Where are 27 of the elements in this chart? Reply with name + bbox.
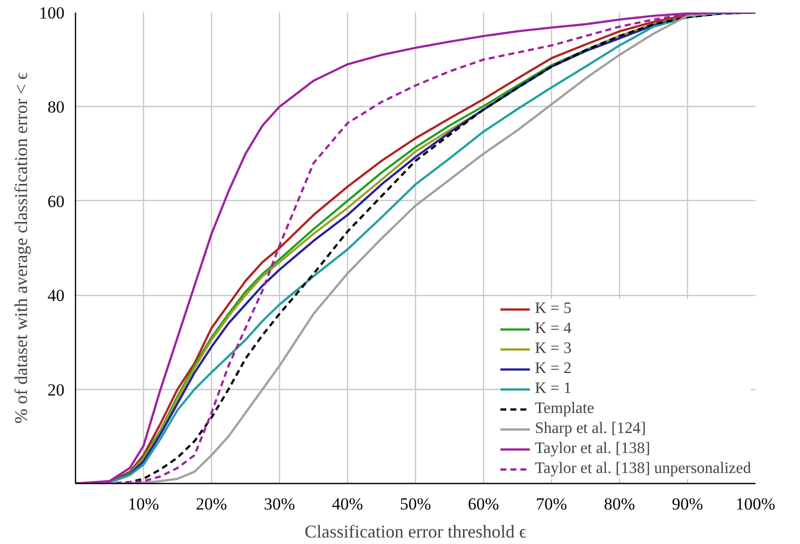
y-tick-label: 40 xyxy=(48,286,64,306)
legend-label: Template xyxy=(534,400,594,418)
legend-label: K = 2 xyxy=(534,360,572,378)
y-tick-label: 20 xyxy=(48,380,64,400)
x-tick-label: 10% xyxy=(128,494,160,514)
x-tick-label: 40% xyxy=(332,494,364,514)
line-series xyxy=(76,12,756,484)
x-tick-label: 30% xyxy=(264,494,296,514)
y-tick-label: 60 xyxy=(48,192,64,211)
legend-label: K = 5 xyxy=(534,300,572,318)
x-tick-label: 80% xyxy=(604,494,636,514)
x-tick-label: 50% xyxy=(400,494,432,514)
legend-label: K = 1 xyxy=(534,380,572,398)
legend-label: K = 3 xyxy=(534,340,572,358)
x-tick-label: 20% xyxy=(196,494,228,514)
y-tick-label: 80 xyxy=(48,98,64,117)
x-tick-label: 60% xyxy=(468,494,500,514)
legend-label: Sharp et al. [124] xyxy=(534,420,646,438)
x-tick-label: 100% xyxy=(736,494,776,514)
x-tick-label: 70% xyxy=(536,494,568,514)
legend-label: Taylor et al. [138] xyxy=(534,440,650,458)
x-axis-title: Classification error threshold ϵ xyxy=(304,522,526,542)
legend-label: Taylor et al. [138] unpersonalized xyxy=(534,460,751,478)
legend-label: K = 4 xyxy=(534,320,572,338)
x-tick-label: 90% xyxy=(672,494,704,514)
y-tick-label: 100 xyxy=(39,4,64,22)
y-axis-title: % of dataset with average classification error < ϵ xyxy=(11,72,31,424)
